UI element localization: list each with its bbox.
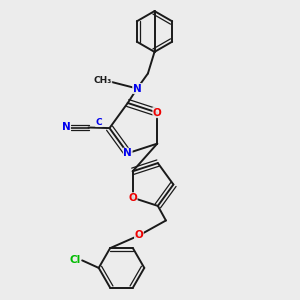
- Text: O: O: [134, 230, 143, 241]
- Text: CH₃: CH₃: [94, 76, 112, 85]
- Text: Cl: Cl: [69, 255, 80, 266]
- Text: O: O: [153, 108, 162, 118]
- Text: N: N: [123, 148, 132, 158]
- Text: O: O: [128, 193, 137, 203]
- Text: N: N: [61, 122, 70, 133]
- Text: C: C: [96, 118, 102, 127]
- Text: N: N: [133, 83, 142, 94]
